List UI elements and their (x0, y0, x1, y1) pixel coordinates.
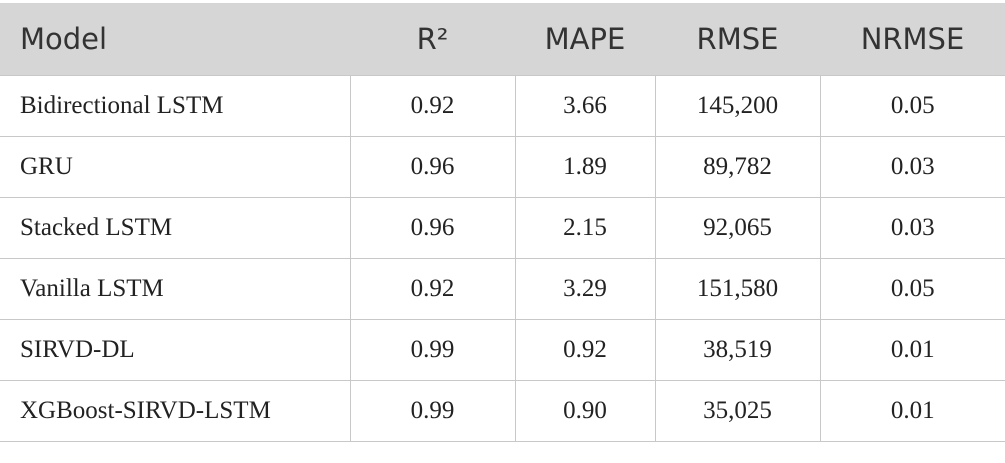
table-row: XGBoost-SIRVD-LSTM 0.99 0.90 35,025 0.01 (0, 380, 1005, 442)
table-row: SIRVD-DL 0.99 0.92 38,519 0.01 (0, 319, 1005, 381)
model-name: Stacked LSTM (0, 197, 351, 259)
metric-cell: 0.96 (349, 197, 516, 259)
metric-cell: 0.92 (349, 75, 516, 137)
metric-cell: 92,065 (654, 197, 821, 259)
model-name: Vanilla LSTM (0, 258, 351, 320)
metric-cell: 145,200 (654, 75, 821, 137)
page: Model R² MAPE RMSE NRMSE Bidirectional LSTM 0… (0, 3, 1005, 463)
model-name: XGBoost-SIRVD-LSTM (0, 380, 351, 442)
header-cell: RMSE (655, 3, 820, 76)
metric-cell: 1.89 (514, 136, 656, 198)
metric-cell: 0.90 (514, 380, 656, 442)
metric-cell: 0.01 (819, 319, 1005, 381)
results-table: Model R² MAPE RMSE NRMSE Bidirectional LSTM 0… (0, 3, 1005, 442)
metric-cell: 35,025 (654, 380, 821, 442)
table-body: Bidirectional LSTM 0.92 3.66 145,200 0.05 GRU… (0, 75, 1005, 442)
metric-cell: 0.05 (819, 258, 1005, 320)
header-cell: MAPE (515, 3, 655, 76)
metric-cell: 151,580 (654, 258, 821, 320)
metric-cell: 0.92 (349, 258, 516, 320)
model-name: SIRVD-DL (0, 319, 351, 381)
metric-cell: 0.01 (819, 380, 1005, 442)
metric-cell: 0.92 (514, 319, 656, 381)
metric-cell: 0.03 (819, 136, 1005, 198)
metric-cell: 0.03 (819, 197, 1005, 259)
header-cell: Model (0, 3, 350, 76)
header-cell: R² (350, 3, 515, 76)
metric-cell: 89,782 (654, 136, 821, 198)
metric-cell: 3.66 (514, 75, 656, 137)
table-row: Stacked LSTM 0.96 2.15 92,065 0.03 (0, 197, 1005, 259)
metric-cell: 3.29 (514, 258, 656, 320)
metric-cell: 0.96 (349, 136, 516, 198)
metric-cell: 0.99 (349, 380, 516, 442)
metric-cell: 38,519 (654, 319, 821, 381)
metric-cell: 0.99 (349, 319, 516, 381)
table-row: GRU 0.96 1.89 89,782 0.03 (0, 136, 1005, 198)
model-name: Bidirectional LSTM (0, 75, 351, 137)
model-name: GRU (0, 136, 351, 198)
table-row: Bidirectional LSTM 0.92 3.66 145,200 0.05 (0, 75, 1005, 137)
header-row: Model R² MAPE RMSE NRMSE (0, 3, 1005, 76)
metric-cell: 0.05 (819, 75, 1005, 137)
header-cell: NRMSE (820, 3, 1005, 76)
table-row: Vanilla LSTM 0.92 3.29 151,580 0.05 (0, 258, 1005, 320)
metric-cell: 2.15 (514, 197, 656, 259)
